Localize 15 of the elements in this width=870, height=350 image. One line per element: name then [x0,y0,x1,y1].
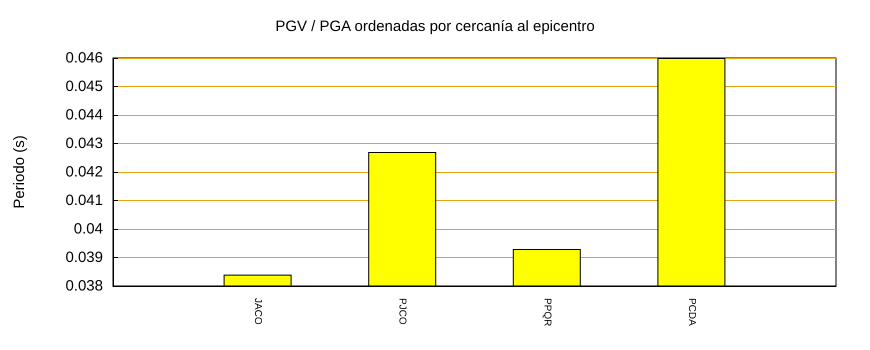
x-tick-label: PJCO [396,298,408,325]
chart-title: PGV / PGA ordenadas por cercanía al epicentro [275,18,595,35]
y-tick-label: 0.042 [65,164,103,180]
y-tick-label: 0.045 [65,78,103,95]
y-tick-label: 0.041 [65,192,103,209]
y-tick-label: 0.046 [65,50,103,66]
y-tick-label: 0.038 [65,278,103,294]
y-tick-label: 0.039 [65,249,103,266]
x-tick-label: PPQR [541,298,552,326]
y-tick-label: 0.044 [65,106,103,124]
y-tick-label: 0.043 [65,135,103,152]
y-axis-title: Periodo (s) [11,135,28,209]
x-tick-label: JACO [252,298,264,325]
y-tick-label: 0.04 [74,220,103,238]
x-tick-label: PCDA [686,298,697,326]
